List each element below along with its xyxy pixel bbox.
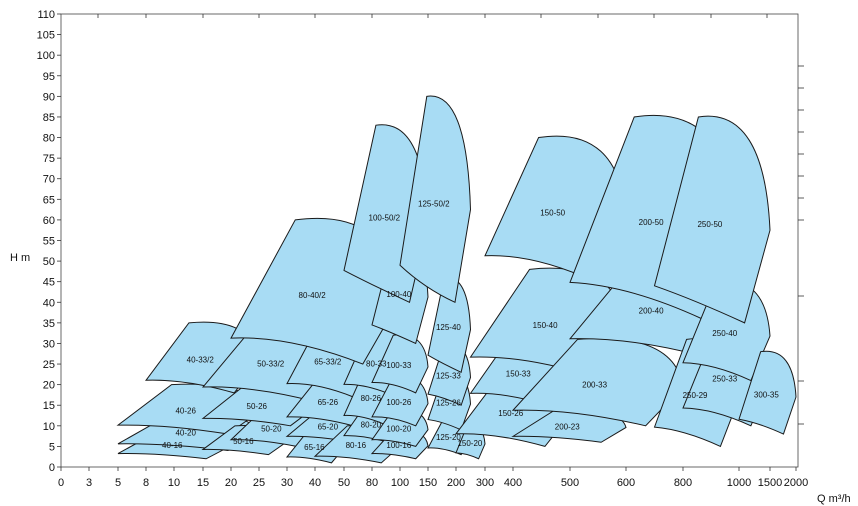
pump-region-label: 200-40 [639, 306, 664, 315]
pump-region-300-35 [738, 350, 797, 435]
y-tick-label: 95 [43, 71, 55, 83]
x-tick-label: 500 [561, 477, 579, 489]
y-tick-label: 85 [43, 112, 55, 124]
pump-region-label: 65-33/2 [314, 357, 342, 366]
pump-region-label: 100-20 [386, 425, 411, 434]
x-axis-title: Q m³/h [817, 493, 851, 505]
pump-region-label: 125-33 [436, 372, 461, 381]
pump-region-label: 100-33 [386, 361, 411, 370]
pump-region-label: 65-26 [318, 398, 339, 407]
y-axis: 0 5 10 15 20 25 30 35 40 45 50 55 60 65 70 75 80 85 90 95 10… [37, 9, 61, 474]
pump-region-label: 50-33/2 [257, 360, 285, 369]
x-tick-label: 20 [225, 477, 237, 489]
pump-region-label: 50-16 [233, 437, 254, 446]
x-tick-label: 8 [143, 477, 149, 489]
x-tick-label: 150 [419, 477, 437, 489]
y-tick-label: 15 [43, 400, 55, 412]
x-tick-label: 5 [115, 477, 121, 489]
pump-region-label: 125-50/2 [418, 199, 450, 208]
y-tick-label: 30 [43, 338, 55, 350]
top-axis-ticks [97, 14, 768, 18]
pump-region-label: 50-26 [247, 402, 268, 411]
x-tick-label: 1500 [758, 477, 782, 489]
pump-region-label: 200-50 [639, 218, 664, 227]
y-axis-title: H m [10, 252, 30, 264]
x-tick-label: 80 [366, 477, 378, 489]
y-tick-label: 65 [43, 194, 55, 206]
y-tick-label: 90 [43, 91, 55, 103]
pump-region-125-50-2 [399, 95, 472, 304]
pump-region-label: 150-26 [498, 409, 523, 418]
x-tick-label: 200 [447, 477, 465, 489]
pump-region-label: 80-40/2 [299, 291, 327, 300]
x-tick-label: 300 [476, 477, 494, 489]
pump-region-label: 50-20 [261, 425, 282, 434]
pump-region-label: 250-50 [697, 220, 722, 229]
x-tick-label: 30 [281, 477, 293, 489]
pump-region-label: 100-16 [386, 441, 411, 450]
y-tick-label: 40 [43, 297, 55, 309]
right-axis-ticks [798, 65, 804, 425]
pump-regions: 40-16 40-20 40-26 40-33/2 50-16 50-20 50-26 50-… [116, 95, 797, 464]
pump-region-label: 150-20 [457, 439, 482, 448]
y-tick-label: 80 [43, 133, 55, 145]
x-tick-label: 0 [58, 477, 64, 489]
pump-region-label: 80-16 [346, 441, 367, 450]
pump-region-label: 250-29 [683, 391, 708, 400]
y-tick-label: 35 [43, 318, 55, 330]
x-tick-label: 15 [197, 477, 209, 489]
pump-region-label: 125-40 [436, 323, 461, 332]
x-tick-label: 50 [338, 477, 350, 489]
x-axis: 0 3 5 8 10 15 20 25 30 40 50 80 100 150 200 300 400 500 60… [58, 467, 808, 489]
y-tick-label: 100 [37, 50, 55, 62]
y-tick-label: 60 [43, 215, 55, 227]
x-tick-label: 25 [253, 477, 265, 489]
pump-region-label: 65-16 [304, 443, 325, 452]
pump-region-label: 40-33/2 [187, 355, 215, 364]
y-tick-label: 70 [43, 174, 55, 186]
x-tick-label: 2000 [784, 477, 808, 489]
pump-region-label: 125-20 [436, 433, 461, 442]
pump-region-label: 300-35 [754, 391, 779, 400]
pump-region-label: 150-33 [506, 370, 531, 379]
y-tick-label: 110 [37, 9, 55, 21]
pump-region-label: 40-16 [162, 441, 183, 450]
pump-region-label: 100-26 [386, 398, 411, 407]
pump-region-label: 125-26 [436, 398, 461, 407]
pump-region-label: 200-23 [555, 422, 580, 431]
pump-region-label: 200-33 [582, 380, 607, 389]
x-tick-label: 3 [86, 477, 92, 489]
pump-region-label: 250-33 [712, 374, 737, 383]
pump-region-label: 100-40 [386, 290, 411, 299]
y-tick-label: 10 [43, 421, 55, 433]
y-tick-label: 20 [43, 380, 55, 392]
y-tick-label: 5 [49, 441, 55, 453]
y-tick-label: 0 [49, 462, 55, 474]
pump-region-label: 150-40 [533, 321, 558, 330]
y-tick-label: 45 [43, 277, 55, 289]
pump-region-label: 65-20 [318, 422, 339, 431]
pump-region-label: 250-40 [712, 329, 737, 338]
pump-region-label: 100-50/2 [369, 213, 401, 222]
y-tick-label: 105 [37, 30, 55, 42]
y-tick-label: 25 [43, 359, 55, 371]
pump-region-label: 40-26 [175, 406, 196, 415]
pump-region-label: 80-26 [361, 394, 382, 403]
pump-region-label: 80-33 [366, 359, 387, 368]
x-tick-label: 1000 [727, 477, 751, 489]
x-tick-label: 100 [391, 477, 409, 489]
pump-region-label: 150-50 [540, 208, 565, 217]
x-tick-label: 40 [309, 477, 321, 489]
x-tick-label: 600 [617, 477, 635, 489]
pump-region-250-50 [653, 115, 771, 324]
x-tick-label: 400 [504, 477, 522, 489]
pump-region-label: 40-20 [175, 429, 196, 438]
y-tick-label: 75 [43, 153, 55, 165]
y-tick-label: 50 [43, 256, 55, 268]
x-tick-label: 10 [168, 477, 180, 489]
pump-region-label: 80-20 [361, 421, 382, 430]
y-tick-label: 55 [43, 236, 55, 248]
x-tick-label: 800 [674, 477, 692, 489]
